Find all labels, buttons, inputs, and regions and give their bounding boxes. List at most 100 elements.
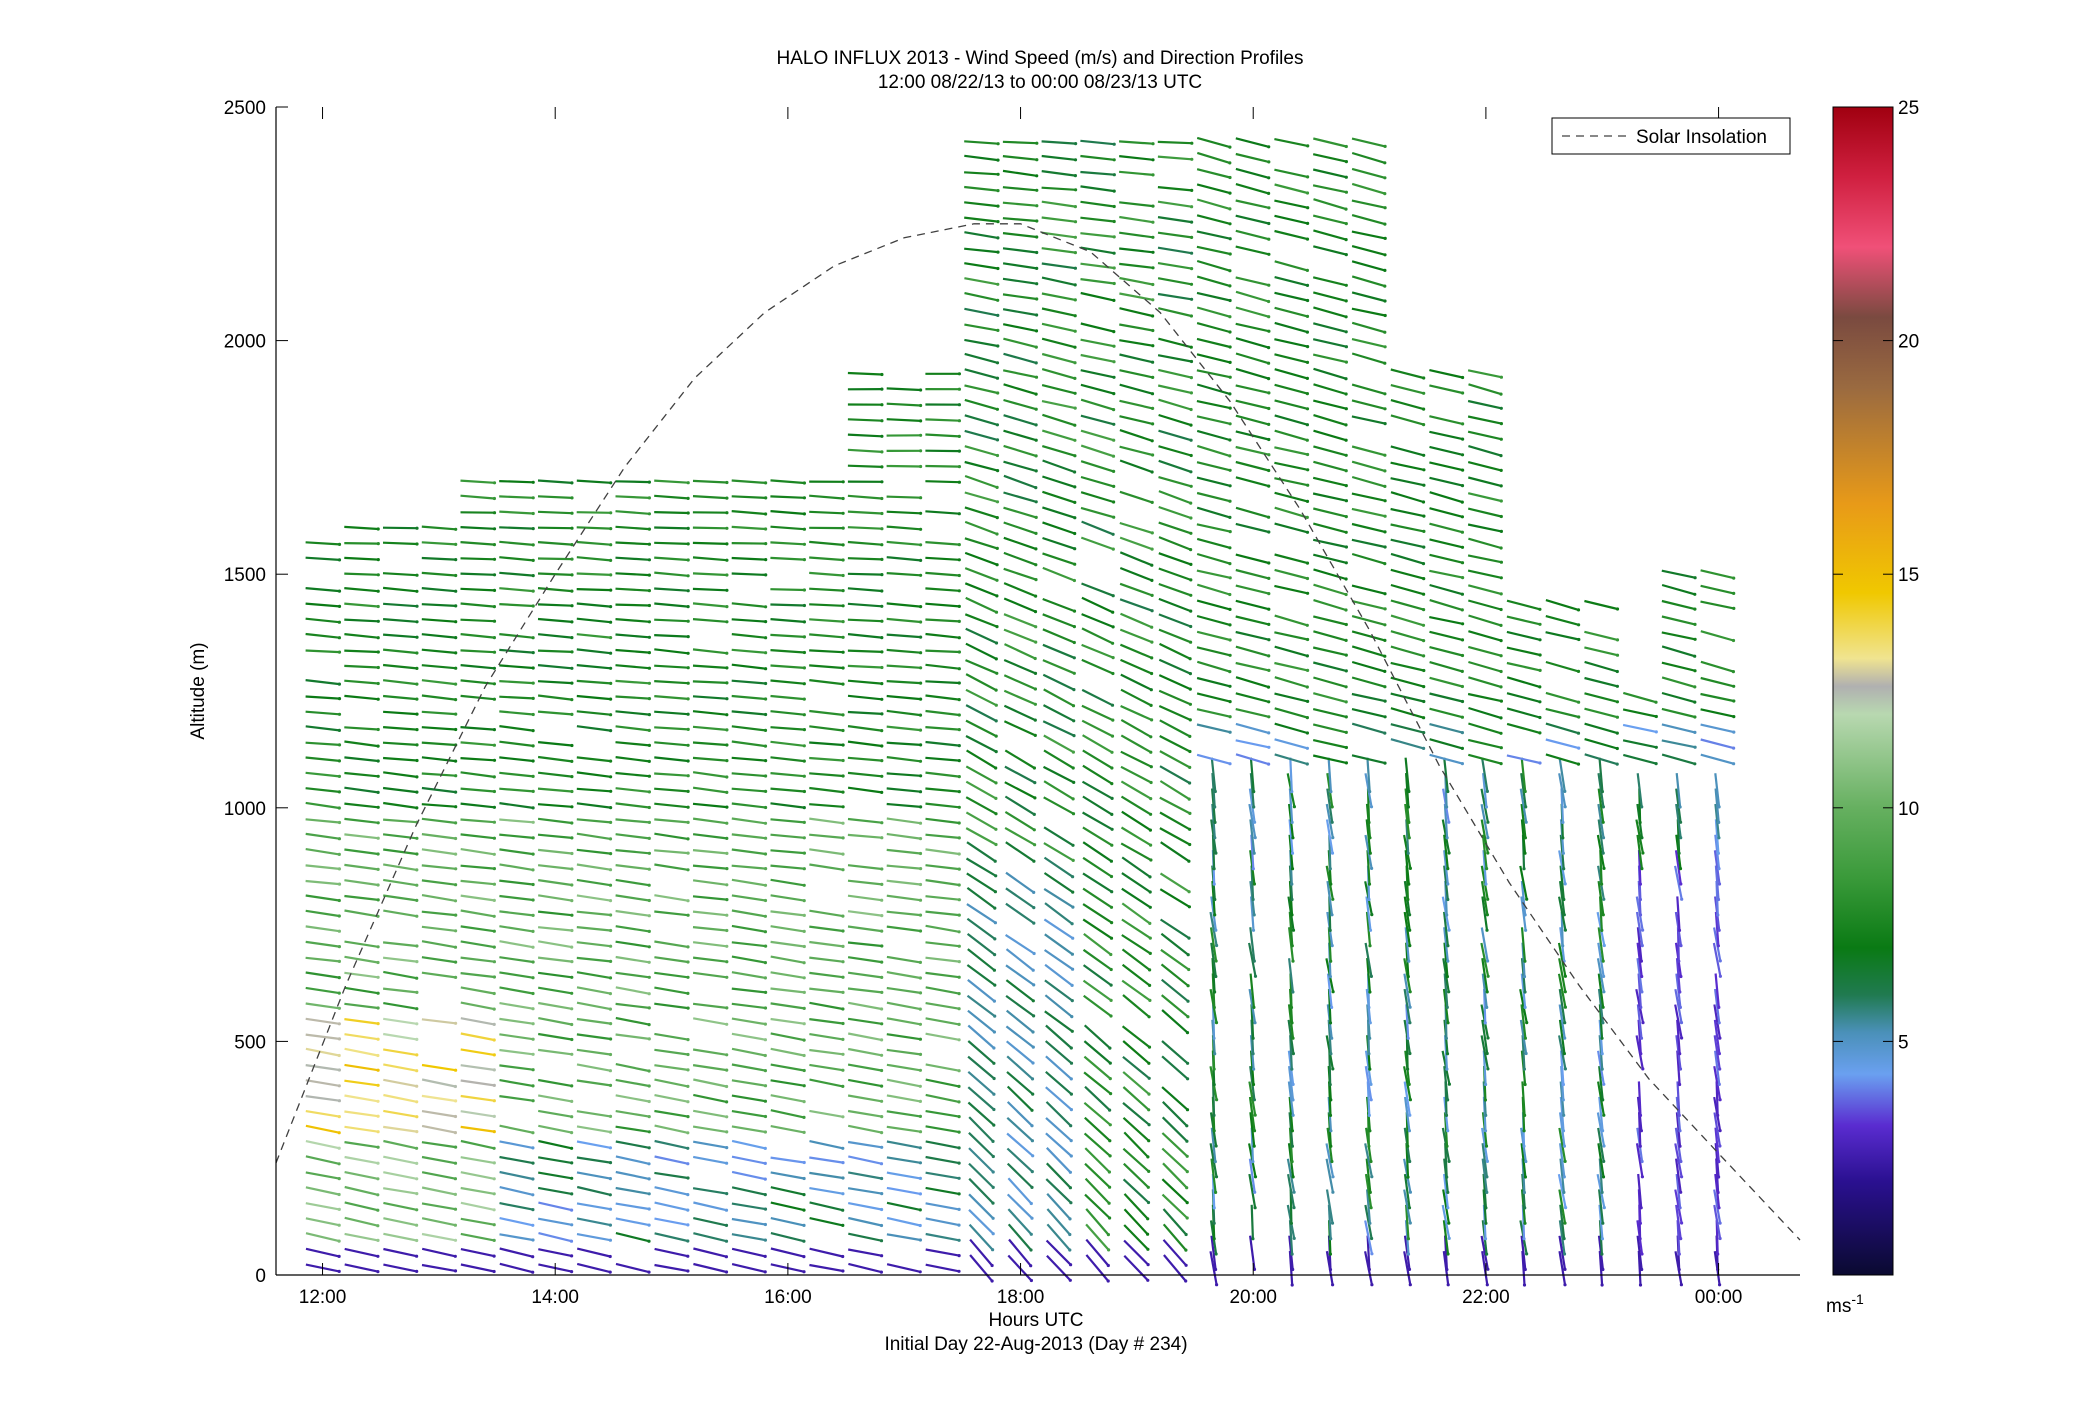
wind-barb xyxy=(1157,246,1192,255)
wind-barb-head xyxy=(686,991,690,996)
wind-barb xyxy=(1003,414,1037,426)
wind-barb xyxy=(925,802,960,809)
wind-barb-head xyxy=(918,1176,923,1180)
wind-barb-head xyxy=(725,1161,729,1165)
wind-barb xyxy=(1196,259,1231,272)
wind-barb xyxy=(499,648,534,654)
wind-barb xyxy=(847,956,882,964)
wind-barb-head xyxy=(880,929,884,933)
wind-barb xyxy=(1248,1096,1256,1131)
wind-barb-head xyxy=(1251,928,1256,932)
wind-barb-head xyxy=(1383,514,1387,518)
wind-barb-head xyxy=(919,605,923,609)
wind-barb-head xyxy=(880,836,884,840)
wind-barb xyxy=(1584,722,1618,735)
wind-barb-head xyxy=(1034,547,1038,551)
wind-barb xyxy=(964,352,998,364)
wind-barb-head xyxy=(1499,576,1503,580)
wind-barb-head xyxy=(376,867,380,872)
wind-barb xyxy=(421,1171,456,1180)
wind-barb-head xyxy=(1383,592,1387,596)
wind-barb xyxy=(692,1002,727,1009)
wind-barb-head xyxy=(1563,974,1567,978)
wind-barb-head xyxy=(1344,515,1348,519)
wind-barb xyxy=(925,924,960,933)
wind-barb-head xyxy=(647,867,651,871)
wind-barb xyxy=(1429,616,1463,625)
wind-barb-head xyxy=(1031,999,1035,1003)
wind-barb xyxy=(1235,630,1270,641)
wind-barb-head xyxy=(609,573,613,577)
wind-barb xyxy=(968,1147,994,1173)
wind-barb xyxy=(886,817,921,825)
wind-barb xyxy=(1442,1220,1450,1255)
wind-barb-head xyxy=(1717,882,1722,886)
wind-barb-head xyxy=(1253,1206,1257,1210)
wind-barb xyxy=(809,587,844,592)
wind-barb-head xyxy=(957,589,961,593)
wind-barb-head xyxy=(531,527,535,531)
wind-barb-head xyxy=(1187,797,1191,801)
wind-barb-head xyxy=(1032,906,1036,910)
wind-barb-head xyxy=(724,1270,729,1274)
wind-barb-head xyxy=(763,1114,768,1119)
wind-barb-head xyxy=(841,573,845,578)
wind-barb xyxy=(538,1109,572,1118)
wind-barb xyxy=(847,649,882,653)
wind-barb-head xyxy=(647,1239,651,1243)
wind-barb xyxy=(1162,1208,1187,1236)
colorbar-tick-label: 5 xyxy=(1898,1032,1909,1053)
wind-barb-head xyxy=(841,1192,845,1196)
wind-barb-head xyxy=(1561,820,1565,825)
wind-barb xyxy=(499,725,534,732)
wind-barb xyxy=(965,719,997,738)
wind-barb-head xyxy=(1073,516,1077,520)
wind-barb xyxy=(382,586,418,593)
wind-barb xyxy=(1120,718,1152,738)
wind-barb-head xyxy=(570,650,574,654)
wind-barb-head xyxy=(453,1131,457,1135)
wind-barb-head xyxy=(1421,623,1426,627)
wind-barb-head xyxy=(1290,790,1294,794)
wind-barb-head xyxy=(880,960,884,964)
wind-barb xyxy=(576,878,611,887)
wind-barb-head xyxy=(996,236,1000,240)
wind-barb-head xyxy=(608,868,613,872)
wind-barb-head xyxy=(1383,313,1387,318)
wind-barb-head xyxy=(453,1269,458,1273)
wind-barb xyxy=(654,680,689,685)
wind-barb-head xyxy=(1110,890,1114,894)
wind-barb-head xyxy=(1032,951,1036,956)
wind-barb-head xyxy=(1499,560,1503,564)
wind-barb-head xyxy=(1146,1200,1151,1205)
wind-barb-head xyxy=(1679,1190,1683,1194)
wind-barb xyxy=(1119,339,1153,347)
wind-barb-head xyxy=(609,959,613,964)
wind-barb xyxy=(1713,1019,1721,1054)
wind-barb xyxy=(499,1033,534,1041)
wind-barb xyxy=(1482,850,1487,885)
wind-barb xyxy=(693,1093,727,1103)
wind-barb xyxy=(1390,645,1424,657)
wind-barb-head xyxy=(1290,851,1295,855)
wind-barb xyxy=(847,494,882,500)
wind-barb-head xyxy=(1112,266,1116,270)
wind-barb-head xyxy=(453,1192,457,1196)
wind-barb-head xyxy=(1732,699,1736,703)
wind-barb xyxy=(1274,183,1308,195)
wind-barb-head xyxy=(337,898,341,903)
wind-barb-head xyxy=(1693,622,1697,627)
wind-barb-head xyxy=(1693,669,1697,673)
wind-barb xyxy=(305,756,340,762)
wind-barb xyxy=(1429,445,1463,456)
wind-barb-head xyxy=(1148,875,1152,879)
wind-barb xyxy=(964,613,998,628)
wind-barb xyxy=(693,1017,727,1026)
wind-barb-head xyxy=(337,976,341,980)
wind-barb-head xyxy=(991,1185,995,1189)
wind-barb xyxy=(499,540,534,546)
wind-barb-head xyxy=(531,1255,535,1259)
wind-barb-head xyxy=(1716,897,1721,902)
wind-barb xyxy=(654,956,689,964)
wind-barb-head xyxy=(1638,1144,1642,1148)
